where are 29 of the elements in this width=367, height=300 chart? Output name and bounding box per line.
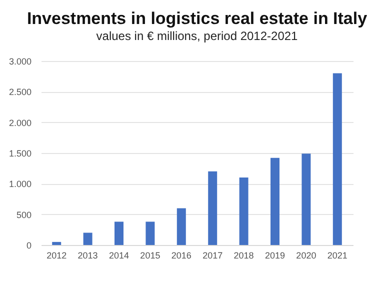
x-tick-label: 2021 — [327, 250, 348, 260]
y-tick-label: 2.500 — [8, 87, 32, 98]
y-tick-label: 3.000 — [8, 56, 32, 66]
bar — [52, 242, 62, 245]
x-tick-label: 2018 — [234, 250, 254, 260]
y-tick-label: 1.000 — [8, 179, 32, 190]
bar — [332, 73, 342, 245]
y-tick-label: 0 — [26, 240, 32, 250]
x-tick-label: 2015 — [140, 250, 160, 260]
bar — [208, 171, 218, 245]
bar — [146, 222, 155, 245]
bar — [114, 222, 124, 245]
chart-title: Investments in logistics real estate in Italy — [26, 9, 367, 28]
bar — [302, 154, 311, 245]
x-tick-label: 2020 — [296, 250, 316, 260]
bar — [239, 178, 248, 245]
chart-subtitle: values in € millions, period 2012-2021 — [96, 29, 298, 43]
bar — [176, 208, 186, 245]
x-tick-label: 2016 — [171, 250, 192, 260]
x-tick-label: 2013 — [78, 250, 98, 260]
y-tick-label: 1.500 — [8, 148, 32, 158]
y-tick-label: 2.000 — [8, 118, 32, 128]
bar — [270, 158, 280, 245]
x-tick-label: 2014 — [108, 250, 130, 260]
y-tick-label: 500 — [16, 210, 32, 220]
bar — [83, 232, 92, 245]
x-tick-label: 2017 — [202, 250, 223, 260]
x-tick-label: 2019 — [264, 250, 286, 260]
x-tick-label: 2012 — [46, 250, 67, 260]
